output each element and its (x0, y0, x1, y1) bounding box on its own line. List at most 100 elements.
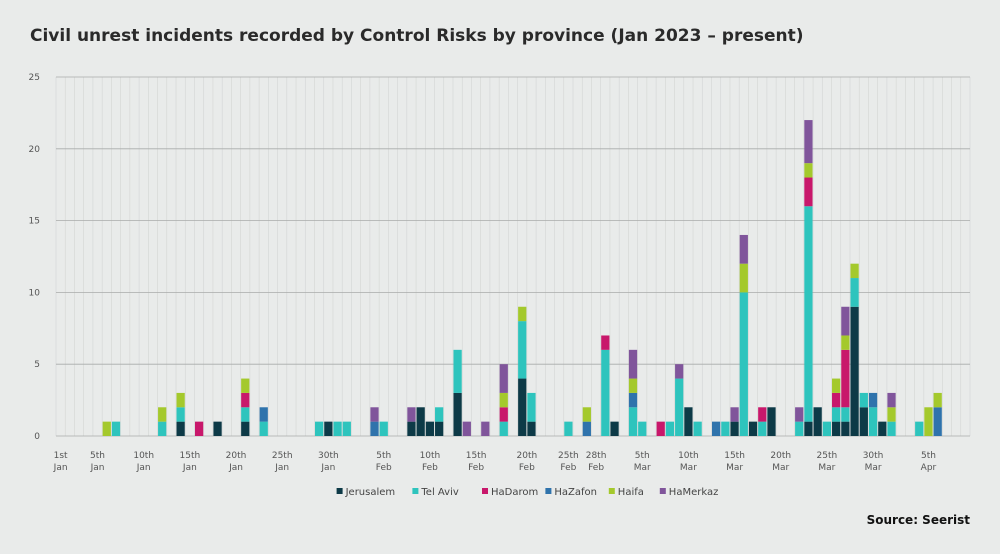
bar-segment-jerusalem (176, 421, 185, 436)
bar-segment-haifa (241, 378, 250, 393)
bar-segment-tel-aviv (795, 421, 804, 436)
y-tick-label: 10 (29, 288, 41, 298)
x-tick-label: 20th Jan (226, 451, 247, 473)
bar-segment-tel-aviv (259, 421, 268, 436)
bar-segment-tel-aviv (453, 349, 462, 393)
bar-segment-tel-aviv (758, 421, 767, 436)
bar-segment-haifa (924, 407, 933, 436)
legend-label-tel-aviv: Tel Aviv (420, 487, 458, 498)
bar-segment-tel-aviv (111, 421, 121, 436)
bar-segment-jerusalem (435, 421, 444, 436)
bar-segment-tel-aviv (435, 407, 444, 422)
bar-segment-tel-aviv (915, 421, 924, 436)
bar-segment-jerusalem (518, 378, 527, 436)
bar-segment-jerusalem (841, 421, 850, 436)
bar-segment-tel-aviv (342, 421, 351, 436)
y-tick-label: 20 (29, 145, 41, 155)
bar-segment-jerusalem (813, 407, 822, 436)
legend-swatch-haifa (608, 488, 615, 494)
bar-segment-hamerkaz (730, 407, 739, 422)
y-tick-label: 0 (34, 432, 40, 442)
bar-segment-haifa (102, 421, 111, 436)
bar-segment-haifa (887, 407, 896, 422)
axis-layer: 0 5 10 15 20 25 1st Jan 5th Jan 10th Jan 15th Jan 20th… (29, 73, 937, 473)
bar-segment-hazafon (711, 421, 721, 436)
bar-segment-hamerkaz (481, 421, 490, 436)
bar-segment-tel-aviv (527, 392, 536, 422)
y-tick-label: 5 (34, 360, 40, 370)
bar-segment-tel-aviv (850, 278, 859, 307)
bar-segment-hadarom (804, 177, 813, 207)
x-tick-label: 20th Mar (770, 451, 791, 473)
bar-segment-tel-aviv (158, 421, 167, 436)
x-tick-label: 15th Feb (466, 451, 487, 473)
x-tick-label: 25th Feb (558, 451, 579, 473)
bar-segment-hamerkaz (841, 306, 850, 336)
chart-title: Civil unrest incidents recorded by Contr… (30, 26, 804, 46)
bar-segment-hamerkaz (462, 421, 471, 436)
x-tick-label: 10th Mar (678, 451, 699, 473)
bar-segment-tel-aviv (665, 421, 675, 436)
x-tick-label: 5th Feb (376, 451, 392, 473)
bar-segment-hazafon (868, 392, 878, 408)
bar-segment-hadarom (656, 421, 665, 436)
bar-segment-jerusalem (407, 421, 416, 436)
bar-segment-jerusalem (684, 407, 693, 436)
bar-segment-haifa (841, 335, 850, 350)
x-tick-label: 5th Jan (90, 451, 105, 473)
x-tick-label: 28th Feb (586, 451, 607, 473)
bar-segment-tel-aviv (601, 349, 610, 436)
bar-segment-tel-aviv (176, 407, 185, 422)
bar-segment-haifa (933, 392, 942, 408)
x-tick-label: 20th Feb (517, 451, 538, 473)
bar-segment-jerusalem (859, 407, 868, 436)
legend-label-jerusalem: Jerusalem (345, 487, 396, 498)
bar-segment-jerusalem (213, 421, 222, 436)
legend: Jerusalem Tel Aviv HaDarom HaZafon Haifa HaMe… (336, 487, 719, 498)
bar-segment-haifa (499, 392, 508, 408)
bars-layer (102, 120, 942, 436)
x-tick-label: 25th Jan (272, 451, 293, 473)
bar-segment-tel-aviv (693, 421, 702, 436)
bar-segment-jerusalem (324, 421, 333, 436)
y-tick-label: 15 (29, 217, 40, 227)
x-tick-label: 1st Jan (53, 451, 68, 473)
legend-label-hamerkaz: HaMerkaz (669, 487, 719, 498)
bar-segment-jerusalem (804, 421, 813, 436)
bar-segment-tel-aviv (241, 407, 250, 422)
bar-segment-hazafon (933, 407, 942, 436)
bar-segment-hadarom (241, 392, 250, 408)
bar-segment-jerusalem (453, 392, 462, 436)
bar-segment-hadarom (601, 335, 610, 350)
x-tick-label: 15th Jan (180, 451, 201, 473)
bar-segment-tel-aviv (804, 206, 813, 422)
x-tick-label: 10th Jan (133, 451, 154, 473)
bar-segment-haifa (628, 378, 638, 393)
bar-segment-tel-aviv (333, 421, 342, 436)
bar-segment-jerusalem (832, 421, 841, 436)
bar-segment-tel-aviv (887, 421, 896, 436)
bar-segment-tel-aviv (379, 421, 388, 436)
bar-segment-haifa (582, 407, 591, 422)
legend-label-haifa: Haifa (618, 487, 644, 498)
x-tick-label: 15th Mar (724, 451, 745, 473)
bar-segment-hamerkaz (407, 407, 416, 422)
bar-segment-hazafon (370, 421, 379, 436)
y-tick-label: 25 (29, 73, 40, 83)
bar-segment-haifa (739, 263, 748, 293)
bar-segment-tel-aviv (628, 407, 638, 436)
bar-segment-hamerkaz (739, 234, 748, 264)
bar-segment-haifa (832, 378, 841, 393)
legend-swatch-hazafon (545, 488, 552, 494)
source-note: Source: Seerist (866, 513, 970, 527)
bar-segment-hadarom (832, 392, 841, 408)
legend-label-hazafon: HaZafon (554, 487, 597, 498)
bar-segment-hamerkaz (795, 407, 804, 422)
bar-segment-haifa (158, 407, 167, 422)
bar-segment-hamerkaz (370, 407, 379, 422)
grid-layer (55, 76, 971, 437)
bar-segment-haifa (176, 392, 185, 408)
bar-segment-haifa (518, 306, 527, 322)
x-tick-label: 30th Mar (863, 451, 884, 473)
